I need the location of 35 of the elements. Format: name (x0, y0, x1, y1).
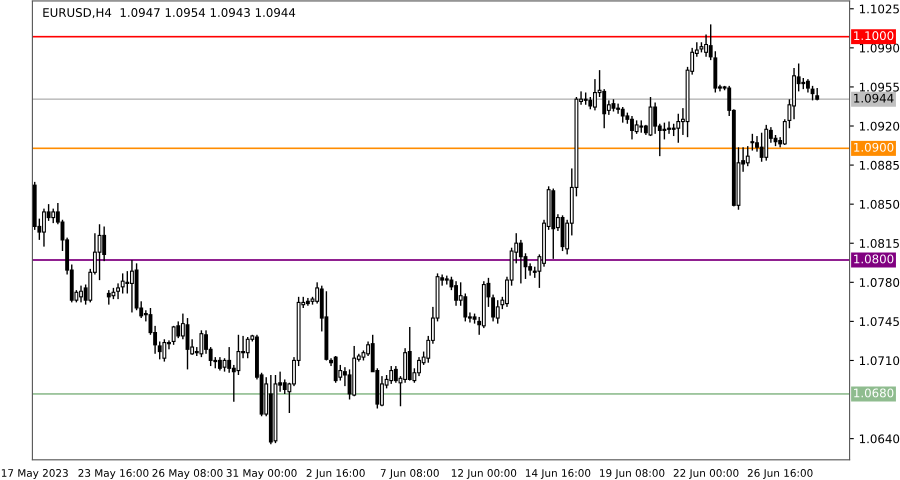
candlestick (116, 282, 120, 300)
ref-line-label: 1.0800 (854, 254, 894, 264)
x-tick-label: 22 Jun 00:00 (674, 469, 738, 479)
x-tick-label: 26 May 08:00 (152, 469, 223, 479)
x-tick-label: 23 May 16:00 (78, 469, 148, 479)
y-tick-label: 1.0990 (860, 44, 900, 53)
y-tick-label: 1.0745 (860, 317, 899, 326)
ref-line-label: 1.0944 (854, 94, 894, 103)
y-tick-label: 1.0920 (860, 122, 900, 131)
x-tick-label: 19 Jun 08:00 (600, 469, 664, 479)
candlestick (111, 287, 116, 300)
y-tick-label: 1.0780 (860, 278, 900, 287)
ref-line-label: 1.0900 (854, 142, 894, 152)
x-tick-label: 17 May 2023 (2, 469, 68, 479)
candlestick (491, 294, 496, 322)
x-tick-label: 12 Jun 00:00 (452, 469, 516, 479)
candlestick (806, 78, 810, 94)
text: EURUSD,H4 1.0947 1.0954 1.0943 1.0944 (43, 8, 296, 18)
y-tick-label: 1.0815 (860, 238, 899, 248)
x-tick-label: 26 Jun 16:00 (748, 469, 813, 479)
y-tick-label: 1.0850 (860, 200, 900, 209)
candlestick (815, 87, 820, 102)
candlestick (172, 325, 176, 346)
x-tick-label: 31 May 00:00 (226, 469, 297, 479)
y-tick-label: 1.0710 (860, 356, 900, 366)
y-tick-label: 1.0640 (860, 434, 900, 444)
x-tick-label: 2 Jun 16:00 (306, 469, 365, 479)
ref-line-label: 1.1000 (854, 31, 894, 40)
candlestick (810, 85, 815, 102)
y-tick-label: 1.1025 (860, 4, 899, 14)
x-tick-label: 14 Jun 16:00 (526, 469, 590, 479)
y-tick-label: 1.0955 (860, 82, 899, 92)
ref-line-label: 1.0680 (854, 388, 894, 398)
x-tick-label: 7 Jun 08:00 (380, 469, 439, 479)
y-tick-label: 1.0885 (860, 160, 899, 170)
